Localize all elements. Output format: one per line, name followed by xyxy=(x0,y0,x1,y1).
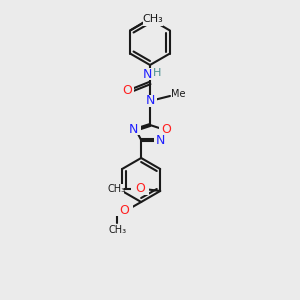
Text: N: N xyxy=(156,134,166,146)
Text: N: N xyxy=(129,123,138,136)
Text: Me: Me xyxy=(171,89,185,99)
Text: N: N xyxy=(142,68,152,80)
FancyBboxPatch shape xyxy=(109,224,125,236)
Text: H: H xyxy=(153,68,161,78)
Text: CH₃: CH₃ xyxy=(108,225,126,235)
FancyBboxPatch shape xyxy=(154,135,168,145)
Text: CH₃: CH₃ xyxy=(107,184,125,194)
FancyBboxPatch shape xyxy=(143,14,163,26)
Text: O: O xyxy=(135,182,145,196)
FancyBboxPatch shape xyxy=(143,95,157,107)
FancyBboxPatch shape xyxy=(172,89,184,99)
Text: O: O xyxy=(122,85,132,98)
Text: N: N xyxy=(145,94,155,107)
Text: O: O xyxy=(119,203,129,217)
FancyBboxPatch shape xyxy=(115,205,133,215)
FancyBboxPatch shape xyxy=(120,85,134,97)
Text: O: O xyxy=(161,123,171,136)
FancyBboxPatch shape xyxy=(127,125,141,135)
FancyBboxPatch shape xyxy=(108,184,124,194)
FancyBboxPatch shape xyxy=(131,184,149,194)
FancyBboxPatch shape xyxy=(159,125,173,135)
FancyBboxPatch shape xyxy=(141,68,159,80)
Text: CH₃: CH₃ xyxy=(143,14,164,25)
